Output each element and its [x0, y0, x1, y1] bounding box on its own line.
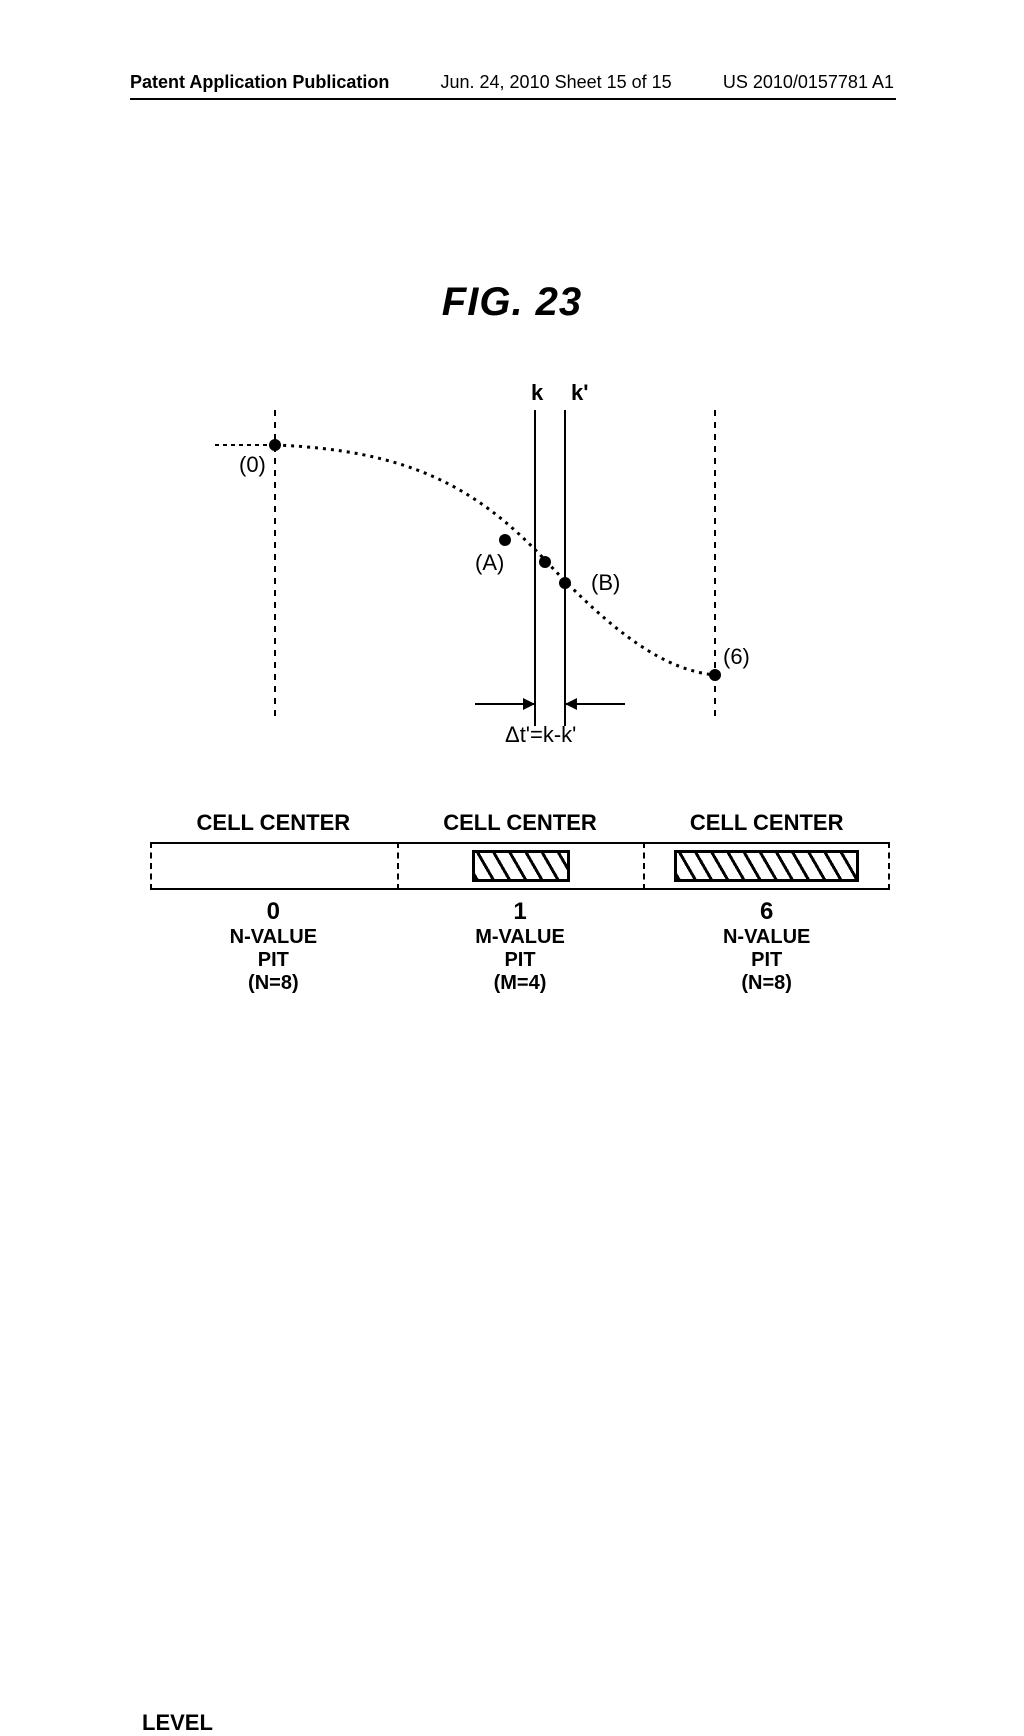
svg-text:k: k: [531, 380, 544, 405]
cell-footer: 1M-VALUEPIT(M=4): [397, 890, 644, 995]
svg-text:(0): (0): [239, 452, 266, 477]
cell-center-label: CELL CENTER: [643, 810, 890, 836]
pit-strip: [397, 842, 644, 890]
cell-header: CELL CENTER: [150, 810, 397, 842]
pit-cell: [643, 842, 890, 890]
value-type: N-VALUE: [643, 926, 890, 949]
value-type: N-VALUE: [150, 926, 397, 949]
n-value: (M=4): [397, 972, 644, 995]
n-value: (N=8): [150, 972, 397, 995]
svg-text:k': k': [571, 380, 588, 405]
svg-text:Δt'=k-k': Δt'=k-k': [505, 722, 576, 747]
signal-plot: kk'(0)(A)(B)(6)Δt'=k-k': [245, 390, 765, 750]
patent-header: Patent Application Publication Jun. 24, …: [0, 72, 1024, 93]
pit-strip: [150, 842, 397, 890]
level-label: LEVEL: [142, 1710, 213, 1736]
svg-text:(A): (A): [475, 550, 504, 575]
cell-strip: LEVEL CELL CENTERCELL CENTERCELL CENTER …: [150, 810, 890, 995]
value-type: M-VALUE: [397, 926, 644, 949]
date-sheet: Jun. 24, 2010 Sheet 15 of 15: [441, 72, 672, 93]
pit-label: PIT: [150, 949, 397, 972]
n-value: (N=8): [643, 972, 890, 995]
plot-svg: kk'(0)(A)(B)(6)Δt'=k-k': [245, 390, 765, 750]
level-value: 1: [397, 898, 644, 926]
pit-label: PIT: [397, 949, 644, 972]
patent-id: US 2010/0157781 A1: [723, 72, 894, 93]
header-rule: [130, 98, 896, 100]
pit-hatch: [674, 850, 858, 882]
pit-strip: [643, 842, 890, 890]
level-value: 6: [643, 898, 890, 926]
figure-title: FIG. 23: [0, 280, 1024, 325]
pub-type: Patent Application Publication: [130, 72, 389, 93]
svg-text:(B): (B): [591, 570, 620, 595]
cell-footer: 6N-VALUEPIT(N=8): [643, 890, 890, 995]
pit-cell: [397, 842, 644, 890]
cell-footer: 0N-VALUEPIT(N=8): [150, 890, 397, 995]
pit-hatch: [472, 850, 570, 882]
level-value: 0: [150, 898, 397, 926]
cell-header: CELL CENTER: [643, 810, 890, 842]
cell-header: CELL CENTER: [397, 810, 644, 842]
pit-label: PIT: [643, 949, 890, 972]
cell-center-label: CELL CENTER: [150, 810, 397, 836]
cell-center-label: CELL CENTER: [397, 810, 644, 836]
svg-text:(6): (6): [723, 644, 750, 669]
pit-cell: [150, 842, 397, 890]
